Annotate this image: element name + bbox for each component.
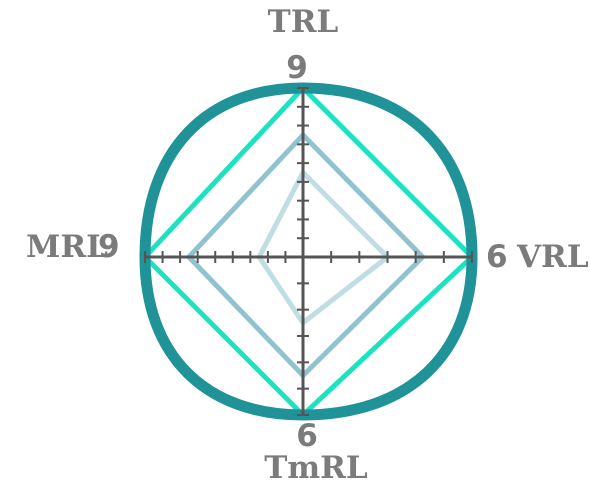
axis-max-label-mrl: 9 [98,229,120,265]
series-layer [139,82,478,421]
series-1-shape [256,168,392,327]
axis-label-vrl: VRL [516,239,589,275]
axis-label-trl: TRL [268,4,339,40]
axis-max-label-tmrl: 6 [296,418,318,454]
axis-max-label-vrl: 6 [486,239,508,275]
axis-label-mrl: MRL [26,229,108,265]
axes-layer [144,87,473,416]
axis-label-tmrl: TmRL [264,450,368,486]
labels-layer: TRL 9 6 VRL 6 TmRL MRL 9 [26,4,589,486]
axis-max-label-trl: 9 [286,50,308,86]
